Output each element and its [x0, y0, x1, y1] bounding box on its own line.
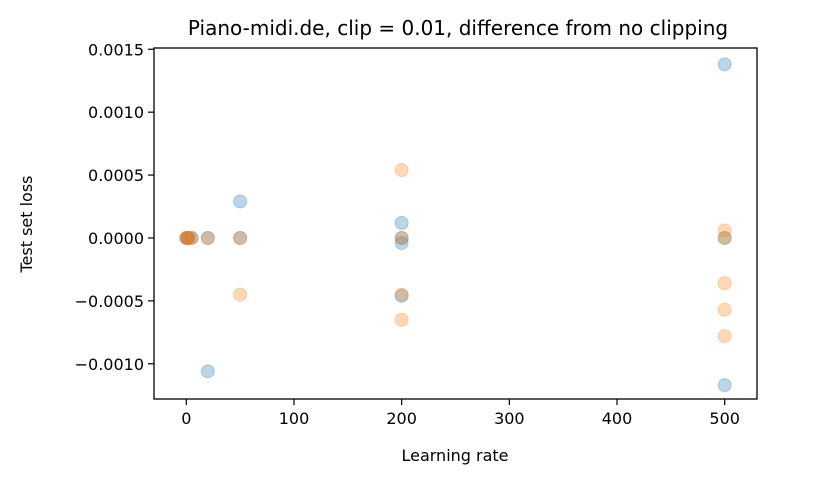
data-point-s0-8	[394, 215, 409, 230]
data-point-s1-5	[233, 230, 248, 245]
data-point-s0-12	[717, 57, 732, 72]
data-point-s0-2	[181, 230, 196, 245]
data-point-s1-9	[394, 287, 409, 302]
x-axis-ticks: 0 100 200 300 400 500	[181, 399, 740, 428]
data-point-s0-14	[717, 378, 732, 393]
data-point-s1-13	[717, 276, 732, 291]
data-point-s0-3	[184, 230, 199, 245]
y-tick-label: −0.0010	[75, 355, 144, 374]
data-point-s0-7	[233, 230, 248, 245]
x-tick-label: 200	[386, 409, 417, 428]
data-point-s1-6	[233, 287, 248, 302]
data-point-s1-2	[181, 230, 196, 245]
data-point-s0-13	[717, 230, 732, 245]
data-point-s0-6	[233, 194, 248, 209]
data-point-s0-10	[394, 236, 409, 250]
data-point-s0-5	[200, 364, 215, 379]
x-tick-label: 100	[279, 409, 310, 428]
chart-title: Piano-midi.de, clip = 0.01, difference f…	[188, 16, 728, 40]
data-point-s1-11	[717, 223, 732, 238]
data-point-s0-1	[180, 230, 195, 245]
data-point-s1-15	[717, 329, 732, 344]
x-tick-label: 0	[181, 409, 191, 428]
x-tick-label: 500	[709, 409, 740, 428]
y-axis-label: Test set loss	[17, 175, 36, 273]
x-tick-label: 300	[494, 409, 525, 428]
data-point-s0-11	[394, 288, 409, 303]
data-points	[179, 57, 732, 393]
data-point-s1-7	[394, 163, 409, 178]
plot-frame	[153, 47, 758, 400]
y-tick-label: 0.0005	[88, 166, 144, 185]
data-point-s1-0	[179, 230, 194, 245]
data-point-s1-10	[394, 312, 409, 327]
data-point-s1-14	[717, 302, 732, 317]
data-point-s0-0	[179, 230, 194, 245]
data-point-s0-4	[200, 230, 215, 245]
y-axis-ticks: −0.0010 −0.0005 0.0000 0.0005 0.0010 0.0015	[75, 40, 154, 374]
data-point-s1-3	[184, 230, 199, 245]
data-point-s1-8	[394, 230, 409, 245]
y-tick-label: −0.0005	[75, 292, 144, 311]
y-tick-label: 0.0015	[88, 40, 144, 59]
data-point-s1-12	[717, 230, 732, 245]
y-tick-label: 0.0010	[88, 103, 144, 122]
data-point-s1-1	[180, 230, 195, 245]
y-tick-label: 0.0000	[88, 229, 144, 248]
data-point-s0-9	[394, 230, 409, 245]
data-point-s1-4	[200, 230, 215, 245]
x-tick-label: 400	[602, 409, 633, 428]
x-axis-label: Learning rate	[401, 446, 508, 465]
